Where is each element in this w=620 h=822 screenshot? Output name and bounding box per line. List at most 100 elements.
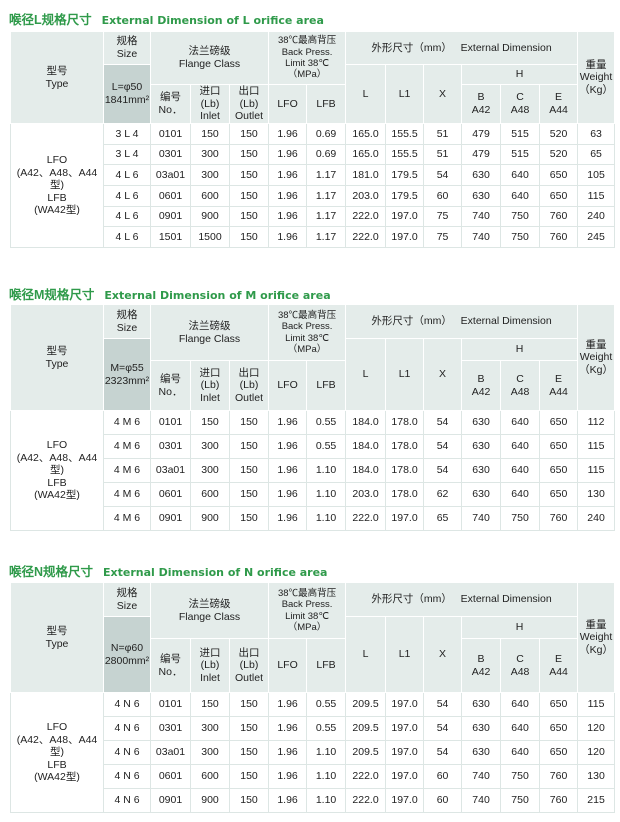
outlet-cn: 出口(Lb): [238, 646, 260, 672]
title-en: External Dimension of M orifice area: [104, 289, 331, 302]
type-header: 型号 Type: [10, 582, 104, 693]
table-cell: 197.0: [385, 226, 425, 249]
back-en: Back Press.: [281, 46, 333, 58]
table-cell: 900: [190, 788, 230, 813]
table-cell: 0.55: [306, 692, 347, 717]
table-cell: 650: [539, 716, 579, 741]
table-cell: 479: [461, 143, 502, 166]
table-cell: 179.5: [385, 164, 425, 187]
table-cell: 4 M 6: [103, 482, 151, 507]
weight-en: Weight: [579, 351, 613, 364]
table-cell: 600: [190, 764, 230, 789]
table-cell: 760: [539, 205, 579, 228]
table-cell: 600: [190, 482, 230, 507]
weight-en: Weight: [579, 631, 613, 644]
table-cell: 630: [461, 185, 502, 207]
table-cell: 1.10: [306, 458, 347, 483]
table-cell: 630: [461, 692, 502, 717]
table-cell: 54: [423, 434, 463, 459]
table-cell: 115: [577, 458, 616, 483]
table-row: 4 L 6 0601 600 150 1.96 1.17 203.0 179.5 60 630 64…: [11, 185, 616, 207]
table-cell: 0601: [150, 482, 191, 507]
table-cell: 63: [577, 123, 616, 145]
table-row: 4 M 6 0601 600 150 1.96 1.10 203.0 178.0 62 630 64…: [11, 482, 616, 507]
table-cell: 150: [228, 226, 270, 249]
e-sub: A44: [549, 385, 568, 398]
dimension-table: 型号 Type 规格 Size 法兰磅级 Flange Class 38℃最高背压 Ba…: [10, 31, 616, 249]
table-row: 4 N 6 0601 600 150 1.96 1.10 222.0 197.0 60 740 75…: [11, 764, 616, 789]
table-row: LFO (A42、A48、A44型) LFB (WA42型) 3 L 4 0101 150 1…: [10, 122, 616, 249]
size-area: 2800mm²: [104, 654, 150, 667]
table-cell: 150: [228, 164, 270, 187]
ext-en: External Dimension: [460, 41, 552, 54]
external-dimension-header: 外形尺寸（mm） External Dimension: [345, 582, 579, 617]
col-L1: L1: [385, 616, 425, 693]
table-cell: 3 L 4: [103, 123, 151, 145]
table-cell: 150: [228, 788, 270, 813]
table-cell: 650: [539, 434, 579, 459]
table-cell: 1.17: [306, 185, 347, 207]
table-cell: 54: [423, 458, 463, 483]
dimension-table: 型号 Type 规格 Size 法兰磅级 Flange Class 38℃最高背压 Ba…: [10, 582, 616, 813]
weight-header: 重量 Weight （Kg）: [577, 31, 616, 124]
type-header: 型号 Type: [10, 31, 104, 124]
col-no: 编号 No．: [150, 84, 191, 124]
col-E: E A44: [539, 84, 579, 124]
table-cell: 150: [190, 692, 230, 717]
table-cell: 750: [500, 788, 541, 813]
inlet-en: Inlet: [200, 671, 220, 684]
table-row: 4 N 6 0901 900 150 1.96 1.10 222.0 197.0 60 740 75…: [11, 788, 616, 813]
table-cell: 1.96: [268, 506, 308, 531]
table-cell: 640: [500, 164, 541, 187]
table-cell: 115: [577, 185, 616, 207]
back-cn: 38℃最高背压: [278, 35, 337, 47]
ext-en: External Dimension: [460, 593, 552, 606]
table-cell: 75: [423, 226, 463, 249]
table-cell: 54: [423, 410, 463, 435]
col-L: L: [345, 64, 387, 124]
table-cell: 120: [577, 716, 616, 741]
table-cell: 179.5: [385, 185, 425, 207]
back-limit: Limit 38℃: [285, 610, 329, 622]
table-cell: 130: [577, 482, 616, 507]
col-lfo: LFO: [268, 360, 308, 411]
table-cell: 3 L 4: [103, 143, 151, 166]
col-inlet: 进口(Lb) Inlet: [190, 360, 230, 411]
table-cell: 150: [190, 410, 230, 435]
outlet-en: Outlet: [235, 110, 264, 123]
back-unit: （MPa）: [287, 343, 327, 355]
table-cell: 740: [461, 788, 502, 813]
ext-cn: 外形尺寸（mm）: [371, 315, 452, 328]
table-cell: 750: [500, 205, 541, 228]
back-en: Back Press.: [281, 599, 333, 611]
table-cell: 165.0: [345, 123, 387, 145]
type-name: LFO: [46, 721, 68, 734]
table-cell: 0601: [150, 185, 191, 207]
table-cell: 60: [423, 764, 463, 789]
table-cell: 54: [423, 716, 463, 741]
size-diameter: N=φ60: [110, 641, 144, 654]
table-cell: 4 L 6: [103, 226, 151, 249]
e-sub: A44: [549, 665, 568, 678]
external-dimension-header: 外形尺寸（mm） External Dimension: [345, 31, 579, 65]
table-cell: 54: [423, 164, 463, 187]
table-cell: 197.0: [385, 788, 425, 813]
col-outlet: 出口(Lb) Outlet: [228, 638, 270, 693]
flange-cn: 法兰磅级: [188, 319, 231, 332]
type-cn: 型号: [46, 64, 68, 77]
title-cn: 喉径L规格尺寸: [9, 13, 92, 27]
table-cell: 1.10: [306, 740, 347, 765]
table-cell: 203.0: [345, 482, 387, 507]
type-cell: LFO (A42、A48、A44型) LFB (WA42型): [10, 122, 104, 249]
table-cell: 640: [500, 458, 541, 483]
table-cell: 150: [228, 123, 270, 145]
table-cell: 184.0: [345, 434, 387, 459]
title-cn: 喉径M规格尺寸: [9, 288, 95, 302]
size-en: Size: [116, 599, 138, 612]
table-cell: 1.10: [306, 788, 347, 813]
outlet-cn: 出口(Lb): [238, 366, 260, 392]
e: E: [555, 91, 563, 104]
table-cell: 760: [539, 226, 579, 249]
section-title: 喉径N规格尺寸 External Dimension of N orifice a…: [9, 561, 327, 580]
table-cell: 4 N 6: [103, 740, 151, 765]
